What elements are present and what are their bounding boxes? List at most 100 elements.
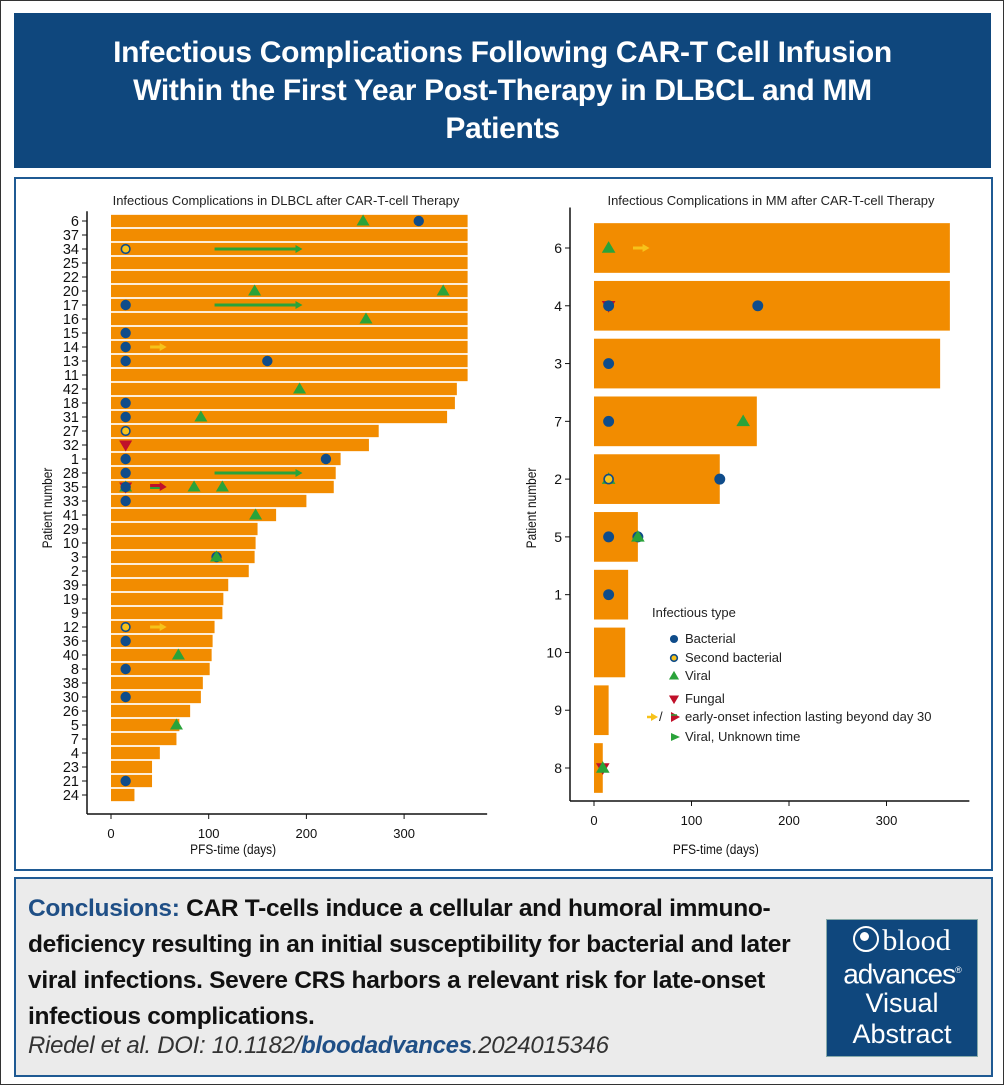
y-tick-label: 18 xyxy=(63,396,79,412)
viral-marker xyxy=(169,718,183,730)
early-onset-arrow-head xyxy=(642,244,650,252)
legend-item-fungal: Fungal xyxy=(668,691,725,706)
y-tick-label: 15 xyxy=(63,326,79,342)
x-axis-label: PFS-time (days) xyxy=(673,841,759,857)
bacterial-marker xyxy=(603,300,615,312)
x-axis-label: PFS-time (days) xyxy=(190,841,276,857)
bacterial-marker xyxy=(669,634,679,644)
bar-patient-26 xyxy=(111,704,191,718)
header-banner: Infectious Complications Following CAR-T… xyxy=(14,13,991,168)
legend-label: Bacterial xyxy=(685,631,736,646)
bacterial-marker xyxy=(603,358,615,370)
bar-patient-4 xyxy=(111,746,160,760)
x-tick-label: 0 xyxy=(107,826,114,841)
bacterial-marker xyxy=(603,415,615,427)
legend-separator: / xyxy=(659,709,663,724)
y-tick-label: 28 xyxy=(63,466,79,482)
legend-item-viral-unknown-arrow: Viral, Unknown time xyxy=(671,729,800,744)
bar-patient-9 xyxy=(594,685,609,736)
y-tick-label: 1 xyxy=(554,587,562,603)
y-tick-label: 26 xyxy=(63,704,79,720)
bar-patient-3 xyxy=(111,550,255,564)
bar-patient-10 xyxy=(111,536,256,550)
viral-marker xyxy=(595,761,610,773)
citation-prefix: Riedel et al. DOI: 10.1182/ xyxy=(28,1032,301,1059)
viral-marker xyxy=(293,382,307,394)
early-onset-arrow-head xyxy=(159,343,167,351)
bar-patient-20 xyxy=(111,284,468,298)
bacterial-marker xyxy=(120,691,131,703)
y-axis-label: Patient number xyxy=(39,467,55,548)
legend-fungal-arrow-icon xyxy=(671,712,680,722)
early-onset-arrow-head xyxy=(159,623,167,631)
viral-marker xyxy=(601,241,616,253)
fungal-early-onset-arrow-underline xyxy=(150,487,163,489)
y-tick-label: 21 xyxy=(63,774,79,790)
legend-label: Viral, Unknown time xyxy=(685,729,800,744)
x-tick-label: 200 xyxy=(296,826,318,841)
viral-marker xyxy=(668,670,680,680)
chart-title: Infectious Complications in MM after CAR… xyxy=(607,193,935,208)
legend-label: early-onset infection lasting beyond day… xyxy=(685,709,931,724)
y-tick-label: 11 xyxy=(64,368,79,384)
fungal-early-onset-arrow-shaft xyxy=(150,484,163,487)
bacterial-marker xyxy=(120,299,131,311)
journal-logo: blood advances® Visual Abstract xyxy=(826,919,978,1057)
bar-patient-6 xyxy=(594,223,950,273)
bacterial-marker xyxy=(320,453,332,465)
logo-line-4: Abstract xyxy=(852,1019,952,1050)
y-tick-label: 22 xyxy=(63,270,79,286)
chart-title: Infectious Complications in DLBCL after … xyxy=(113,193,460,208)
bacterial-marker xyxy=(413,215,424,227)
bar-patient-37 xyxy=(111,228,468,242)
bar-patient-42 xyxy=(111,382,457,396)
y-tick-label: 25 xyxy=(63,256,79,272)
bacterial-marker xyxy=(120,355,131,367)
y-tick-label: 35 xyxy=(63,480,79,496)
bar-patient-21 xyxy=(111,774,153,788)
bar-patient-5 xyxy=(594,512,638,562)
bacterial-marker xyxy=(603,531,615,543)
bar-patient-14 xyxy=(111,340,468,354)
bar-patient-6 xyxy=(111,214,468,228)
legend-label: Fungal xyxy=(685,691,725,706)
y-tick-label: 3 xyxy=(554,356,562,372)
bar-patient-31 xyxy=(111,410,448,424)
y-tick-label: 17 xyxy=(63,298,79,314)
y-tick-label: 9 xyxy=(71,606,79,622)
bar-patient-3 xyxy=(594,338,941,389)
bacterial-marker xyxy=(714,473,726,485)
viral-marker xyxy=(631,530,645,542)
legend-item-second-bacterial: Second bacterial xyxy=(669,650,782,665)
charts-svg: Infectious Complications in DLBCL after … xyxy=(39,193,970,857)
bar-patient-36 xyxy=(111,634,213,648)
legend-viral-unknown-arrow-icon xyxy=(671,733,680,741)
viral-marker xyxy=(249,508,263,520)
registered-mark: ® xyxy=(955,965,962,975)
y-tick-label: 10 xyxy=(546,644,562,660)
viral-marker xyxy=(215,480,229,492)
legend-item-bacterial: Bacterial xyxy=(669,631,736,646)
viral-marker xyxy=(359,312,373,324)
legend-title: Infectious type xyxy=(652,605,736,620)
bacterial-marker xyxy=(120,495,131,507)
second-bacterial-marker xyxy=(603,473,614,485)
y-tick-label: 40 xyxy=(63,648,79,664)
legend-item-early-onset-arrow: / early-onset infection lasting beyond da… xyxy=(647,709,931,724)
bacterial-marker xyxy=(120,775,131,787)
page-title: Infectious Complications Following CAR-T… xyxy=(113,35,892,145)
y-tick-label: 33 xyxy=(63,494,79,510)
viral-marker xyxy=(210,550,224,562)
bar-patient-1 xyxy=(111,452,341,466)
bar-patient-29 xyxy=(111,522,258,536)
bar-patient-24 xyxy=(111,788,135,802)
citation-suffix: .2024015346 xyxy=(471,1032,609,1059)
y-tick-label: 1 xyxy=(71,452,79,468)
legend-early-onset-arrow-icon-head xyxy=(651,713,658,721)
y-tick-label: 24 xyxy=(63,788,79,804)
second-bacterial-marker xyxy=(120,425,131,437)
y-tick-label: 34 xyxy=(63,242,79,258)
legend: Infectious type Bacterial Second bacterial… xyxy=(647,605,931,744)
bar-patient-41 xyxy=(111,508,277,522)
